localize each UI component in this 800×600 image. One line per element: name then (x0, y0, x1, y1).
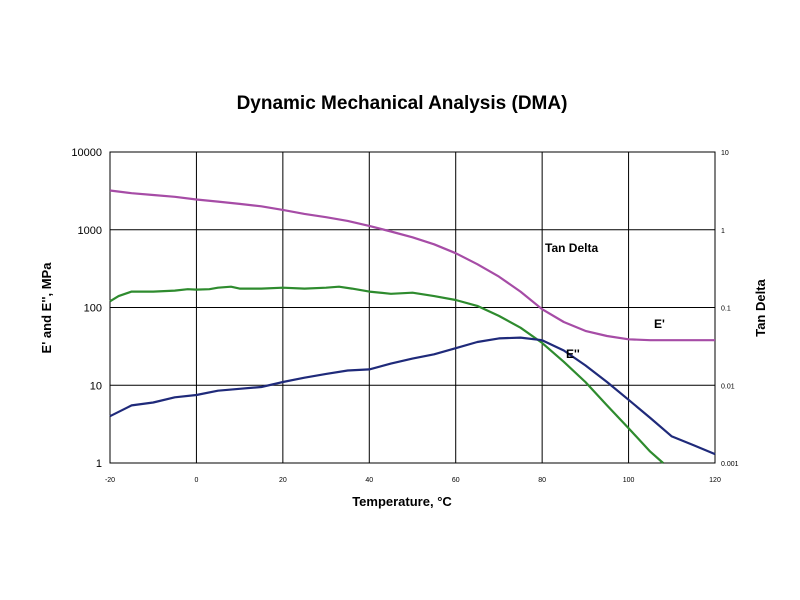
tick-labels: 1 10 100 1000 10000 0.001 0.01 0.1 1 10 -20 0 20 40 60… (71, 147, 738, 484)
chart-title: Dynamic Mechanical Analysis (DMA) (237, 93, 568, 114)
e-double-prime-line (109, 285, 664, 464)
y-left-axis-title: E' and E'', MPa (39, 262, 54, 354)
y-right-axis-title: Tan Delta (753, 278, 768, 336)
tan-delta-label: Tan Delta (545, 241, 598, 255)
plot-frame (109, 151, 716, 464)
y-right-tick-label: 10 (721, 150, 729, 157)
y-left-tick-label: 1 (96, 458, 102, 470)
e-prime-label: E' (654, 317, 665, 331)
y-right-tick-label: 1 (721, 228, 725, 235)
series-lines (109, 189, 716, 464)
x-tick-label: -20 (105, 477, 115, 484)
y-left-tick-label: 10000 (71, 147, 102, 159)
grid (109, 151, 716, 464)
y-left-tick-label: 100 (84, 303, 102, 315)
y-left-tick-label: 1000 (78, 225, 102, 237)
x-axis-title: Temperature, °C (352, 494, 452, 509)
x-tick-label: 0 (194, 477, 198, 484)
x-tick-label: 20 (279, 477, 287, 484)
series-labels: E' E'' Tan Delta (545, 241, 665, 361)
x-tick-label: 80 (538, 477, 546, 484)
x-tick-label: 40 (365, 477, 373, 484)
e-double-prime-label: E'' (566, 347, 580, 361)
y-left-tick-label: 10 (90, 380, 102, 392)
y-right-tick-label: 0.01 (721, 383, 735, 390)
y-right-tick-label: 0.001 (721, 461, 739, 468)
x-tick-label: 100 (623, 477, 635, 484)
x-tick-label: 120 (709, 477, 721, 484)
x-tick-label: 60 (452, 477, 460, 484)
y-right-tick-label: 0.1 (721, 306, 731, 313)
e-prime-line (109, 189, 715, 342)
tan-delta-line (109, 336, 716, 456)
